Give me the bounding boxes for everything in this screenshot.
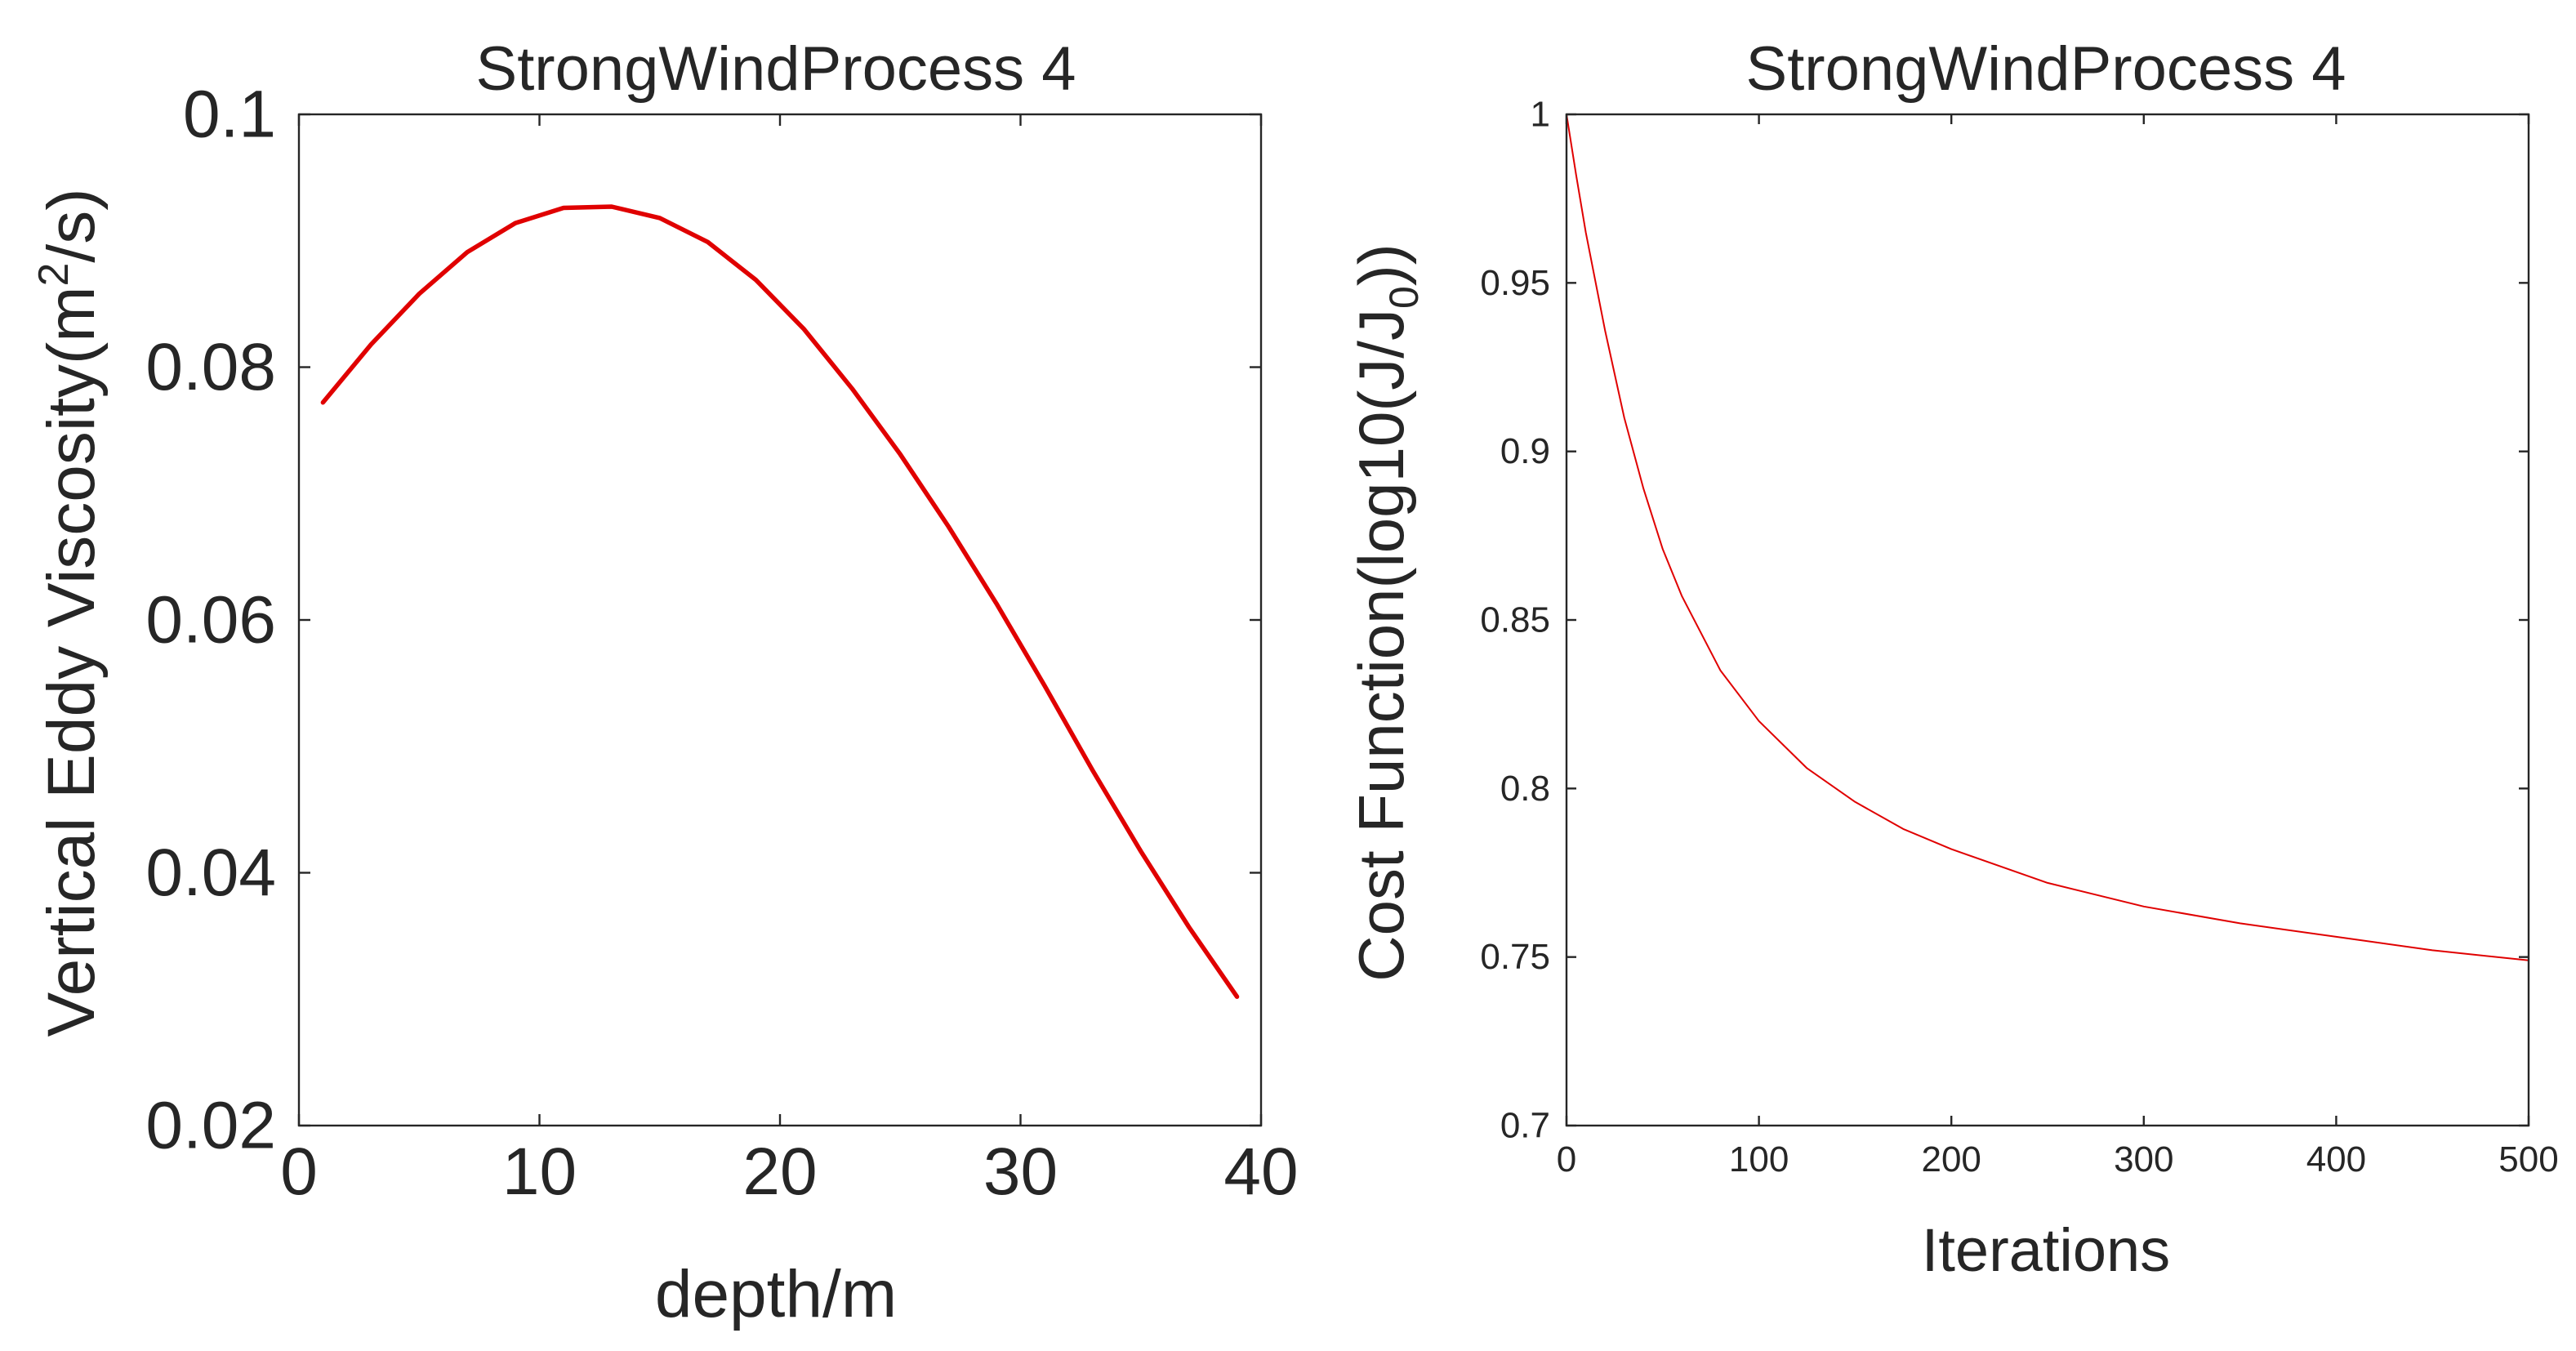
x-tick-label: 400	[2306, 1139, 2366, 1179]
y-axis-label-suffix: ))	[1345, 243, 1417, 286]
viscosity-chart: StrongWindProcess 4 Vertical Eddy Viscos…	[30, 34, 1299, 1331]
y-tick-label: 0.95	[1480, 263, 1550, 303]
x-axis-label: depth/m	[655, 1257, 897, 1331]
series-line-viscosity	[320, 204, 1240, 999]
y-tick-label: 1	[1531, 95, 1550, 135]
x-tick-label: 500	[2498, 1139, 2558, 1179]
y-tick-label: 0.8	[1500, 769, 1550, 809]
x-tick-label: 10	[502, 1135, 577, 1209]
tick-group: 0 100 200 300 400 500 0.7 0.75 0.8 0.85 0.9 0.95 1	[1480, 95, 2558, 1180]
series-group	[320, 204, 1240, 999]
x-tick-label: 0	[280, 1135, 318, 1209]
y-axis-label-subscript: 0	[1381, 286, 1427, 309]
x-tick-label: 100	[1729, 1139, 1789, 1179]
chart-title: StrongWindProcess 4	[476, 34, 1076, 104]
y-tick-label: 0.02	[145, 1089, 276, 1163]
plot-area-frame	[1565, 113, 2530, 1127]
y-tick-label: 0.1	[183, 78, 276, 152]
y-tick-label: 0.9	[1500, 431, 1550, 471]
y-axis-label-suffix: /s)	[34, 188, 109, 262]
y-axis-label: Vertical Eddy Viscosity(m2/s)	[30, 188, 109, 1037]
y-tick-label: 0.85	[1480, 600, 1550, 640]
plot-area-frame	[297, 113, 1263, 1127]
y-axis-label-superscript: 2	[30, 263, 78, 287]
x-tick-label: 200	[1921, 1139, 1981, 1179]
x-axis-label: Iterations	[1922, 1216, 2170, 1284]
x-tick-label: 30	[983, 1135, 1058, 1209]
y-tick-label: 0.06	[145, 583, 276, 658]
x-tick-label: 300	[2114, 1139, 2173, 1179]
tick-group: 0 10 20 30 40 0.02 0.04 0.06 0.08 0.1	[145, 78, 1298, 1210]
x-tick-label: 20	[742, 1135, 817, 1209]
y-axis-label: Cost Function(log10(J/J0))	[1345, 243, 1427, 981]
series-line-cost	[1566, 114, 2529, 961]
y-tick-label: 0.04	[145, 836, 276, 910]
x-tick-label: 40	[1223, 1135, 1298, 1209]
y-tick-label: 0.08	[145, 330, 276, 404]
y-axis-label-prefix: Cost Function(log10(J/J	[1345, 309, 1417, 982]
cost-function-chart: StrongWindProcess 4 Cost Function(log10(…	[1345, 34, 2559, 1284]
y-axis-label-prefix: Vertical Eddy Viscosity(m	[34, 286, 109, 1037]
chart-title: StrongWindProcess 4	[1746, 34, 2346, 104]
x-tick-label: 0	[1557, 1139, 1576, 1179]
y-tick-label: 0.75	[1480, 937, 1550, 977]
y-tick-label: 0.7	[1500, 1106, 1550, 1146]
series-group	[1566, 114, 2529, 961]
